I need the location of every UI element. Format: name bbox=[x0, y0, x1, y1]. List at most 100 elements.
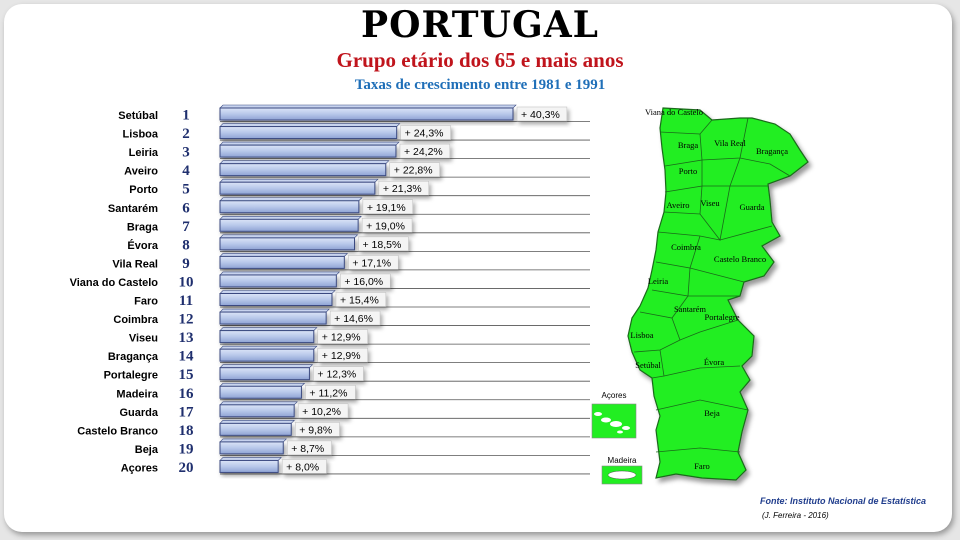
bar-8 bbox=[219, 237, 356, 251]
rank-label: 2 bbox=[182, 126, 190, 142]
rank-label: 18 bbox=[179, 423, 194, 439]
bar-19 bbox=[219, 441, 284, 455]
data-label-box bbox=[287, 440, 332, 456]
data-label: + 24,2% bbox=[404, 146, 443, 158]
bar-6 bbox=[219, 200, 360, 214]
data-label: + 18,5% bbox=[363, 239, 402, 251]
data-label: + 22,8% bbox=[394, 165, 433, 177]
category-label: Portalegre bbox=[104, 370, 158, 382]
rank-label: 20 bbox=[179, 460, 194, 476]
category-label: Coimbra bbox=[113, 314, 159, 326]
data-label: + 15,4% bbox=[340, 295, 379, 307]
data-label-box bbox=[340, 273, 391, 289]
data-label-box bbox=[281, 459, 327, 474]
data-label: + 19,1% bbox=[367, 202, 406, 214]
category-label: Porto bbox=[129, 184, 158, 196]
data-label: + 12,9% bbox=[322, 350, 361, 362]
data-label: + 21,3% bbox=[383, 183, 422, 195]
category-label: Braga bbox=[127, 221, 159, 233]
rank-label: 11 bbox=[179, 293, 193, 309]
rank-label: 8 bbox=[182, 237, 190, 253]
data-label-box bbox=[348, 255, 399, 270]
rank-label: 1 bbox=[182, 108, 190, 124]
page-title: PORTUGAL bbox=[361, 4, 599, 46]
data-label-box bbox=[400, 125, 451, 140]
bar-12 bbox=[219, 311, 327, 325]
data-label: + 16,0% bbox=[344, 276, 383, 288]
data-label-box bbox=[329, 310, 381, 326]
data-label-box bbox=[335, 292, 387, 307]
category-label: Santarém bbox=[108, 203, 158, 215]
category-label: Beja bbox=[135, 444, 159, 456]
bar-20 bbox=[219, 459, 279, 473]
data-label: + 12,3% bbox=[317, 369, 356, 381]
category-label: Leiria bbox=[129, 147, 159, 159]
author-note: (J. Ferreira - 2016) bbox=[762, 511, 829, 520]
bar-5 bbox=[219, 181, 376, 195]
rank-label: 3 bbox=[182, 145, 190, 161]
rank-label: 14 bbox=[179, 349, 195, 365]
category-label: Castelo Branco bbox=[77, 425, 158, 437]
data-label-box bbox=[389, 162, 440, 177]
bar-18 bbox=[219, 422, 292, 436]
category-label: Setúbal bbox=[118, 110, 158, 122]
rank-label: 13 bbox=[179, 330, 194, 346]
rank-label: 9 bbox=[182, 256, 190, 272]
source-note: Fonte: Instituto Nacional de Estatística bbox=[760, 496, 927, 506]
data-label-box bbox=[358, 236, 409, 252]
page-subtitle: Grupo etário dos 65 e mais anos bbox=[336, 48, 624, 72]
data-label: + 40,3% bbox=[521, 109, 560, 121]
data-label: + 17,1% bbox=[352, 257, 391, 269]
data-label: + 8,7% bbox=[291, 443, 324, 455]
rank-label: 10 bbox=[179, 274, 194, 290]
chart-caption: Taxas de crescimento entre 1981 e 1991 bbox=[354, 77, 606, 93]
rank-label: 15 bbox=[179, 367, 194, 383]
bar-16 bbox=[219, 385, 302, 399]
rank-label: 16 bbox=[179, 386, 195, 402]
data-label: + 19,0% bbox=[366, 220, 405, 232]
data-label-box bbox=[362, 199, 414, 214]
data-label-box bbox=[313, 366, 364, 381]
bar-15 bbox=[219, 367, 310, 381]
data-label: + 14,6% bbox=[334, 313, 373, 325]
bar-9 bbox=[219, 255, 345, 269]
category-label: Vila Real bbox=[112, 258, 158, 270]
data-label: + 10,2% bbox=[302, 406, 341, 418]
data-label: + 11,2% bbox=[309, 387, 347, 399]
data-label: + 8,0% bbox=[286, 461, 319, 473]
data-label-box bbox=[399, 143, 451, 159]
data-label: + 9,8% bbox=[299, 424, 332, 436]
bar-4 bbox=[219, 163, 387, 177]
category-label: Açores bbox=[121, 462, 158, 474]
data-label-box bbox=[361, 218, 413, 233]
category-label: Guarda bbox=[119, 407, 158, 419]
bar-14 bbox=[219, 348, 315, 362]
bar-7 bbox=[219, 218, 359, 232]
category-label: Évora bbox=[127, 239, 158, 252]
category-label: Lisboa bbox=[123, 129, 159, 141]
data-label-box bbox=[317, 329, 368, 344]
bar-11 bbox=[219, 293, 333, 306]
data-label: + 24,3% bbox=[405, 128, 444, 140]
rank-label: 4 bbox=[182, 163, 190, 179]
rank-label: 6 bbox=[182, 200, 190, 216]
category-label: Viseu bbox=[129, 333, 158, 345]
data-label-box bbox=[305, 385, 356, 400]
data-label-box bbox=[295, 422, 340, 437]
rank-label: 19 bbox=[179, 441, 194, 457]
data-label-box bbox=[317, 347, 368, 363]
category-label: Bragança bbox=[108, 351, 159, 363]
rank-label: 7 bbox=[182, 219, 190, 235]
category-label: Faro bbox=[134, 296, 158, 308]
rank-label: 12 bbox=[179, 312, 194, 328]
data-label-box bbox=[516, 106, 568, 122]
rank-label: 5 bbox=[182, 182, 190, 198]
bar-chart: + 40,3% Setúbal 1 + 24,3% Lisboa 2 + 24,2% Leir… bbox=[70, 104, 590, 476]
category-label: Aveiro bbox=[124, 166, 158, 178]
bar-2 bbox=[219, 126, 398, 140]
data-label-box bbox=[297, 403, 349, 419]
category-label: Viana do Castelo bbox=[70, 277, 159, 289]
rank-label: 17 bbox=[179, 404, 195, 420]
bar-3 bbox=[219, 144, 397, 158]
bar-1 bbox=[219, 107, 514, 121]
